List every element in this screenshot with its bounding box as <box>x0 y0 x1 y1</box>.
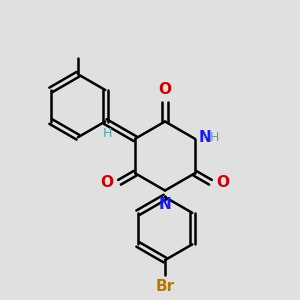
Text: N: N <box>159 197 171 212</box>
Text: H: H <box>102 127 112 140</box>
Text: N: N <box>199 130 211 145</box>
Text: O: O <box>100 175 113 190</box>
Text: H: H <box>210 131 219 144</box>
Text: O: O <box>217 175 230 190</box>
Text: Br: Br <box>155 279 175 294</box>
Text: O: O <box>158 82 172 97</box>
